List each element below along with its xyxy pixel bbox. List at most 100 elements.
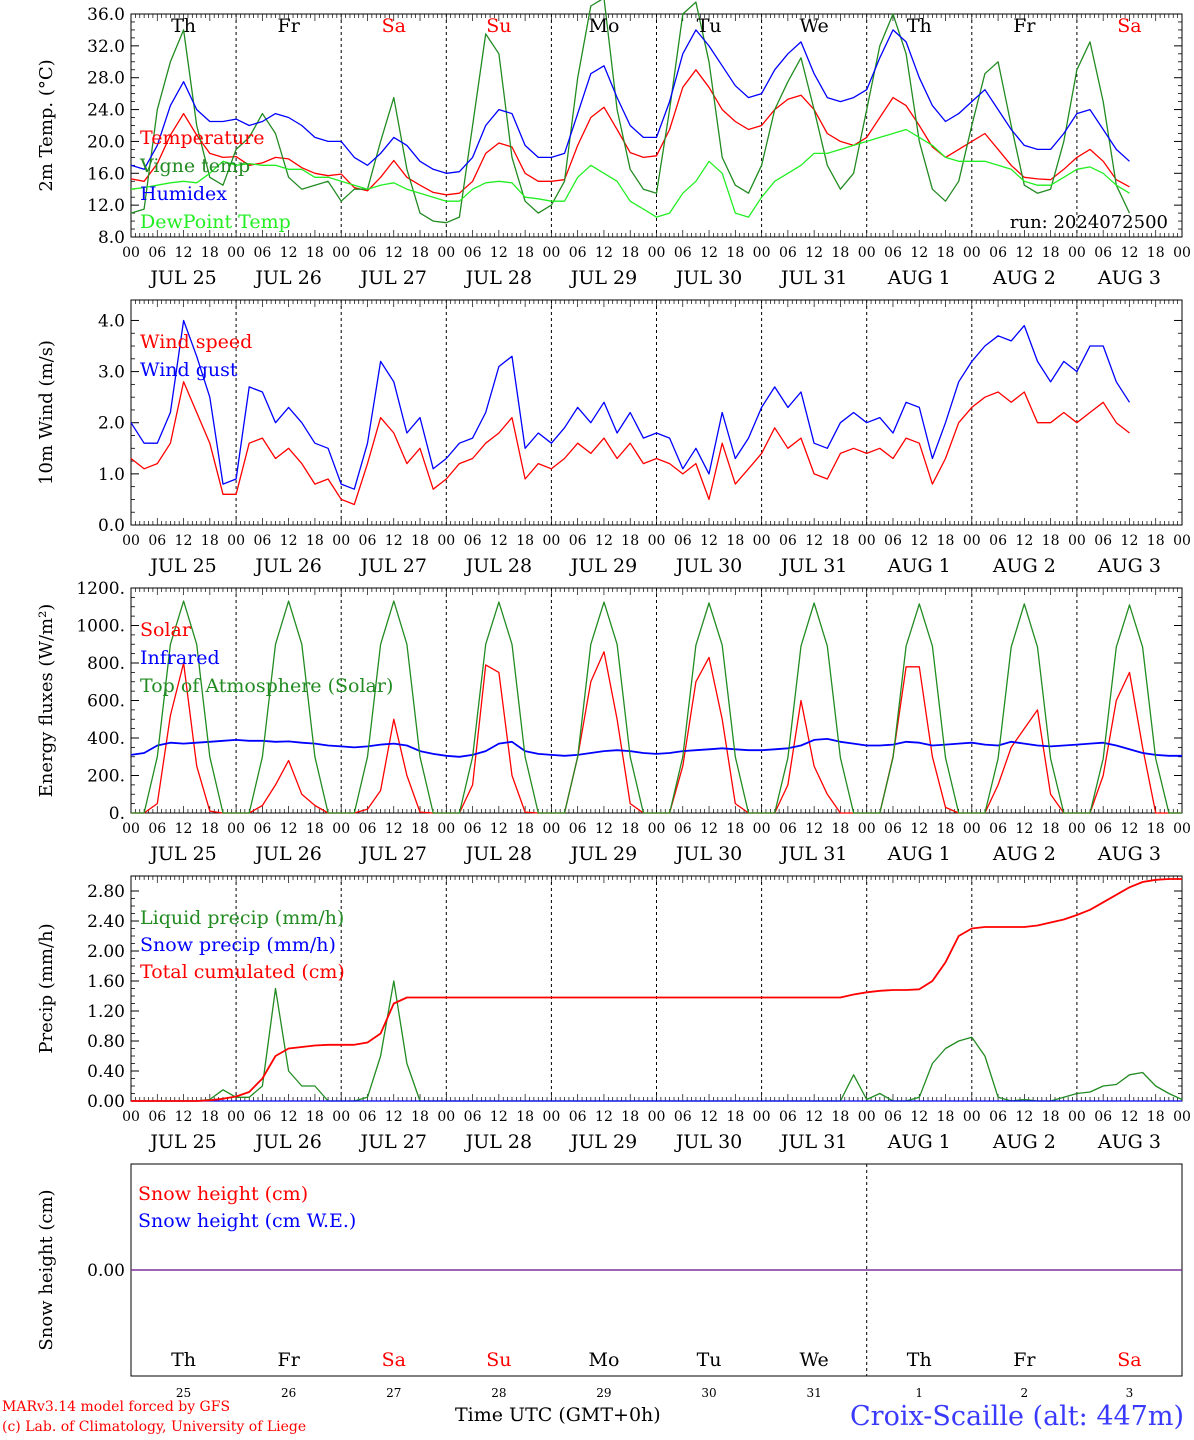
date-label: JUL 31: [779, 555, 847, 577]
date-label: JUL 27: [359, 1131, 427, 1153]
hour-tick-label: 00: [753, 821, 771, 837]
legend-entry: Snow precip (mm/h): [140, 934, 336, 956]
day-number: 26: [281, 1386, 296, 1400]
date-label: JUL 29: [569, 843, 637, 865]
date-label: JUL 31: [779, 1131, 847, 1153]
hour-tick-label: 00: [437, 533, 455, 549]
date-label: AUG 2: [992, 267, 1056, 289]
y-axis-label: Energy fluxes (W/m²): [36, 604, 57, 798]
hour-tick-label: 06: [674, 533, 692, 549]
hour-tick-label: 12: [385, 245, 403, 261]
y-tick-label: 2.40: [87, 912, 125, 932]
series-line: [131, 878, 1182, 1102]
date-label: JUL 26: [253, 843, 321, 865]
y-tick-label: 0.00: [87, 1261, 125, 1281]
hour-tick-label: 12: [175, 245, 193, 261]
y-tick-label: 2.80: [87, 882, 125, 902]
hour-tick-label: 00: [858, 1109, 876, 1125]
date-label: JUL 29: [569, 1131, 637, 1153]
hour-tick-label: 12: [175, 533, 193, 549]
hour-tick-label: 06: [1094, 1109, 1112, 1125]
hour-tick-label: 06: [779, 245, 797, 261]
day-number: 31: [807, 1386, 822, 1400]
station-label: Croix-Scaille (alt: 447m): [850, 1401, 1184, 1432]
y-tick-label: 2.00: [87, 942, 125, 962]
y-tick-label: 1.20: [87, 1002, 125, 1022]
hour-tick-label: 00: [648, 821, 666, 837]
hour-tick-label: 06: [569, 533, 587, 549]
hour-tick-label: 06: [359, 533, 377, 549]
hour-tick-label: 18: [1042, 821, 1060, 837]
date-label: JUL 30: [674, 843, 742, 865]
hour-tick-label: 18: [516, 533, 534, 549]
hour-tick-label: 18: [726, 533, 744, 549]
legend-entry: Snow height (cm W.E.): [138, 1210, 356, 1232]
hour-tick-label: 06: [253, 821, 271, 837]
series-line: [130, 69, 1130, 196]
legend-entry: Infrared: [140, 647, 220, 669]
hour-tick-label: 00: [542, 1109, 560, 1125]
panel-frame: [130, 587, 1183, 814]
hour-tick-label: 06: [1094, 821, 1112, 837]
series-line: [130, 738, 1182, 758]
hour-tick-label: 18: [726, 821, 744, 837]
hour-tick-label: 06: [253, 245, 271, 261]
hour-tick-label: 00: [648, 1109, 666, 1125]
y-tick-label: 0.0: [98, 516, 125, 536]
hour-tick-label: 00: [963, 245, 981, 261]
panel-temp: 8.0 12.0 16.0 20.0 24.0 28.0 32.0 36.0 2m Temp. …: [36, 0, 1191, 289]
hour-tick-label: 06: [989, 1109, 1007, 1125]
hour-tick-label: 06: [989, 821, 1007, 837]
day-number: 25: [176, 1386, 191, 1400]
hour-tick-label: 12: [910, 245, 928, 261]
date-label: AUG 1: [887, 1131, 951, 1153]
date-label: AUG 2: [992, 555, 1056, 577]
hour-tick-label: 00: [1173, 1109, 1191, 1125]
hour-tick-label: 06: [359, 1109, 377, 1125]
hour-tick-label: 06: [674, 821, 692, 837]
hour-tick-label: 18: [832, 821, 850, 837]
panel-snow: 0.00 Snow height (cm) Snow height (cm) Snow…: [36, 1163, 1183, 1377]
hour-tick-label: 00: [753, 533, 771, 549]
y-tick-label: 32.0: [87, 37, 125, 57]
legend-entry: Liquid precip (mm/h): [140, 907, 344, 929]
date-label: AUG 2: [992, 1131, 1056, 1153]
hour-tick-label: 00: [963, 533, 981, 549]
hour-tick-label: 18: [411, 245, 429, 261]
hour-tick-label: 12: [595, 821, 613, 837]
hour-tick-label: 12: [490, 245, 508, 261]
date-label: AUG 3: [1097, 1131, 1161, 1153]
y-tick-label: 3.0: [98, 363, 125, 383]
hour-tick-label: 06: [674, 1109, 692, 1125]
hour-tick-label: 18: [937, 821, 955, 837]
y-tick-label: 8.0: [98, 228, 125, 248]
hour-tick-label: 18: [621, 1109, 639, 1125]
panel-frame: [130, 13, 1183, 238]
hour-tick-label: 00: [1173, 821, 1191, 837]
y-tick-label: 1000.: [76, 617, 125, 637]
hour-tick-label: 06: [884, 1109, 902, 1125]
date-label: JUL 27: [359, 843, 427, 865]
hour-tick-label: 18: [1042, 533, 1060, 549]
hour-tick-label: 12: [700, 533, 718, 549]
hour-tick-label: 18: [1042, 245, 1060, 261]
date-label: JUL 27: [359, 267, 427, 289]
hour-tick-label: 12: [385, 1109, 403, 1125]
y-tick-label: 0.80: [87, 1032, 125, 1052]
day-number: 2: [1021, 1386, 1029, 1400]
hour-tick-label: 18: [832, 245, 850, 261]
date-label: AUG 1: [887, 555, 951, 577]
time-axis-label: Time UTC (GMT+0h): [455, 1404, 661, 1426]
hour-tick-label: 18: [306, 1109, 324, 1125]
hour-tick-label: 12: [1121, 533, 1139, 549]
y-tick-label: 20.0: [87, 132, 125, 152]
hour-tick-label: 18: [937, 1109, 955, 1125]
weekday-label: Fr: [1013, 15, 1036, 37]
date-label: JUL 27: [359, 555, 427, 577]
y-tick-label: 800.: [87, 654, 125, 674]
hour-tick-label: 18: [306, 533, 324, 549]
legend-entry: Solar: [140, 619, 192, 641]
day-number: 1: [915, 1386, 923, 1400]
day-number: 30: [701, 1386, 716, 1400]
legend-entry: Total cumulated (cm): [140, 961, 345, 983]
